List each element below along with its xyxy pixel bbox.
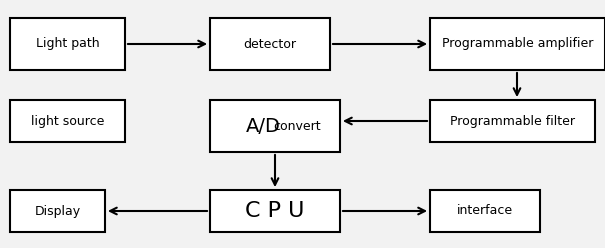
FancyBboxPatch shape (430, 190, 540, 232)
Text: light source: light source (31, 115, 104, 127)
FancyBboxPatch shape (430, 18, 605, 70)
Text: interface: interface (457, 205, 513, 217)
FancyBboxPatch shape (210, 18, 330, 70)
Text: Programmable amplifier: Programmable amplifier (442, 37, 593, 51)
Text: Display: Display (34, 205, 80, 217)
FancyBboxPatch shape (10, 190, 105, 232)
Text: C P U: C P U (245, 201, 305, 221)
Text: Programmable filter: Programmable filter (450, 115, 575, 127)
Text: convert: convert (273, 120, 321, 132)
FancyBboxPatch shape (10, 18, 125, 70)
FancyBboxPatch shape (210, 100, 340, 152)
FancyBboxPatch shape (430, 100, 595, 142)
FancyBboxPatch shape (10, 100, 125, 142)
Text: Light path: Light path (36, 37, 99, 51)
Text: detector: detector (243, 37, 296, 51)
Text: A/D: A/D (246, 117, 281, 135)
FancyBboxPatch shape (210, 190, 340, 232)
